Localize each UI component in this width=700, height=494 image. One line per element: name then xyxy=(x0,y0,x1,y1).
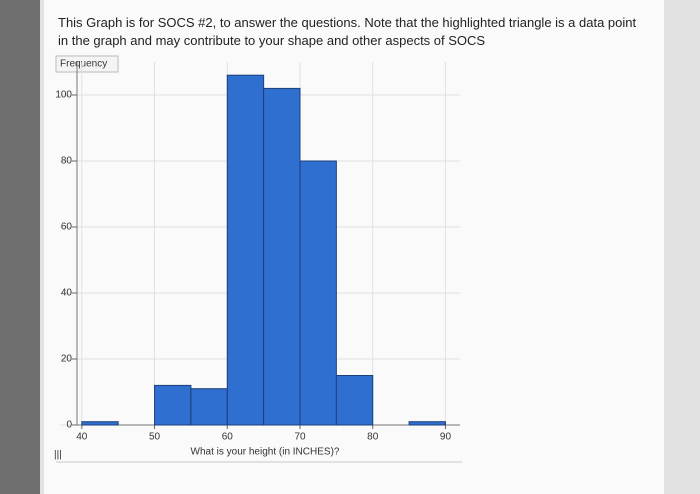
bar xyxy=(154,384,192,426)
y-axis-label: Frequency xyxy=(60,59,107,70)
y-tick-label: 60 xyxy=(61,222,73,233)
x-tick-label: 70 xyxy=(294,432,306,443)
x-tick-label: 40 xyxy=(76,432,88,443)
bar xyxy=(299,160,337,426)
y-tick-label: 100 xyxy=(55,90,72,101)
bar xyxy=(335,375,374,426)
chart-title: This Graph is for SOCS #2, to answer the… xyxy=(58,15,637,48)
bar xyxy=(408,421,446,426)
y-tick-label: 80 xyxy=(61,156,73,167)
x-tick-label: 60 xyxy=(222,432,234,443)
x-axis-label: What is your height (in INCHES)? xyxy=(191,447,340,458)
x-tick-label: 50 xyxy=(149,432,161,443)
y-tick-label: 40 xyxy=(61,288,73,299)
x-tick-label: 80 xyxy=(367,432,379,443)
y-tick-label: 20 xyxy=(61,354,73,365)
bar xyxy=(226,74,265,426)
menu-icon: ||| xyxy=(54,450,62,461)
x-tick-label: 90 xyxy=(440,432,452,443)
y-tick-label: 0 xyxy=(66,420,72,431)
bar xyxy=(263,87,301,426)
bar xyxy=(81,421,119,426)
bar xyxy=(190,388,228,426)
y-label-box xyxy=(55,55,119,73)
background-strip xyxy=(0,0,40,494)
